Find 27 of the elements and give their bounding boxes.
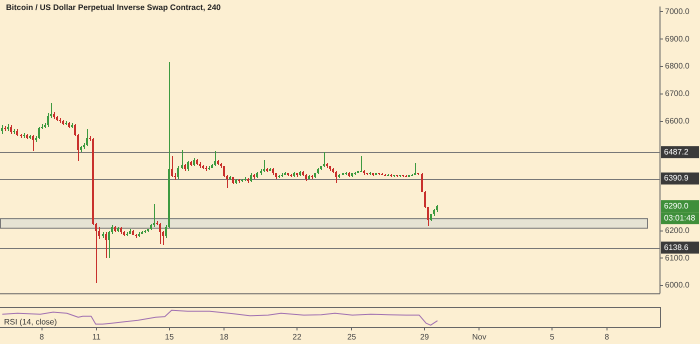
x-tick-label: Nov — [472, 332, 486, 342]
x-tick-label: 15 — [164, 332, 174, 342]
y-tick-label: 6800.0 — [665, 62, 690, 71]
y-tick-label: 6200.0 — [665, 226, 690, 235]
text: 6290.0 — [664, 201, 690, 210]
x-tick-label: 18 — [220, 332, 230, 342]
ref-line-label: 6487.2 — [664, 147, 690, 156]
y-tick-label: 6700.0 — [665, 89, 690, 98]
chart-title: Bitcoin / US Dollar Perpetual Inverse Swap Contract, 240 — [6, 3, 222, 12]
text: 03:01:48 — [664, 213, 696, 222]
x-tick-label: 8 — [40, 332, 45, 342]
y-tick-label: 6000.0 — [665, 280, 690, 290]
ref-line-label: 6138.6 — [664, 242, 690, 252]
x-tick-label: 5 — [550, 332, 555, 342]
x-tick-label: 11 — [92, 332, 102, 342]
y-tick-label: 6600.0 — [665, 116, 690, 126]
y-tick-label: 6100.0 — [665, 253, 690, 262]
y-tick-label: 7000.0 — [665, 6, 690, 16]
y-tick-label: 6900.0 — [665, 34, 690, 44]
text: RSI (14, close) — [4, 318, 58, 327]
candlestick — [153, 204, 155, 227]
ref-line-label: 6390.9 — [664, 174, 690, 183]
x-tick-label: 25 — [347, 332, 357, 342]
x-tick-label: 8 — [604, 332, 610, 342]
x-tick-label: 22 — [292, 332, 302, 342]
candlestick — [360, 156, 362, 172]
x-tick-label: 29 — [420, 332, 430, 342]
